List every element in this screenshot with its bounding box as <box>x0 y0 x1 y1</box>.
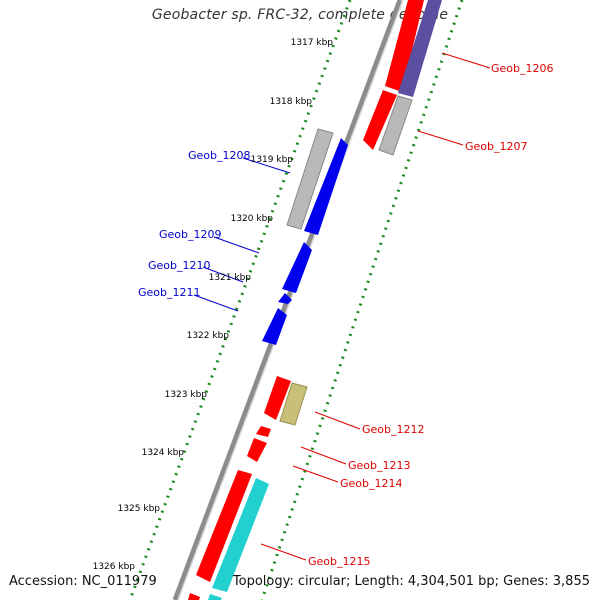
gene-label-geob-1212[interactable]: Geob_1212 <box>362 423 425 436</box>
kbp-label-1323: 1323 kbp <box>165 390 208 400</box>
gene-label-geob-1210[interactable]: Geob_1210 <box>148 259 211 272</box>
feature-olive-geob-1212[interactable] <box>279 382 308 426</box>
left-tick-track <box>128 0 352 600</box>
kbp-label-1325: 1325 kbp <box>118 504 161 514</box>
feature-gray-geob-1207[interactable] <box>378 95 413 156</box>
feature-red-geob-1212[interactable] <box>264 376 291 420</box>
feature-red-geob-1213[interactable] <box>256 426 271 437</box>
feature-blue-geob-1210[interactable] <box>278 293 292 304</box>
feature-red-bottom[interactable] <box>188 593 200 600</box>
kbp-label-1326: 1326 kbp <box>93 562 136 572</box>
gene-label-geob-1206[interactable]: Geob_1206 <box>491 62 554 75</box>
map-title: Geobacter sp. FRC-32, complete genome <box>151 7 449 23</box>
feature-blue-geob-1208[interactable] <box>304 138 348 235</box>
leader-geob-1212 <box>314 411 361 430</box>
kbp-label-1321: 1321 kbp <box>209 273 252 283</box>
kbp-label-1319: 1319 kbp <box>251 155 294 165</box>
gene-label-geob-1215[interactable]: Geob_1215 <box>308 555 371 568</box>
feature-cyan-geob-1215[interactable] <box>212 478 269 592</box>
leader-geob-1211 <box>193 294 239 312</box>
kbp-label-1318: 1318 kbp <box>270 97 313 107</box>
feature-blue-geob-1209[interactable] <box>282 242 312 293</box>
leader-geob-1209 <box>213 236 260 254</box>
feature-red-geob-1207[interactable] <box>363 90 397 150</box>
kbp-label-1320: 1320 kbp <box>231 214 274 224</box>
feature-cyan-bottom[interactable] <box>208 594 222 600</box>
gene-label-geob-1214[interactable]: Geob_1214 <box>340 477 403 490</box>
feature-red-geob-1215[interactable] <box>196 470 252 582</box>
leader-geob-1206 <box>441 52 491 69</box>
feature-red-geob-1206[interactable] <box>385 0 424 92</box>
kbp-label-1317: 1317 kbp <box>291 38 334 48</box>
feature-red-geob-1214[interactable] <box>247 438 267 462</box>
feature-purple-geob-1206[interactable] <box>398 0 442 97</box>
leader-geob-1210 <box>202 266 244 283</box>
leader-geob-1208 <box>242 157 291 174</box>
kbp-label-1324: 1324 kbp <box>142 448 185 458</box>
leader-geob-1207 <box>417 130 464 146</box>
gene-label-geob-1211[interactable]: Geob_1211 <box>138 286 201 299</box>
leader-geob-1215 <box>260 543 307 561</box>
genome-summary-label: Topology: circular; Length: 4,304,501 bp… <box>232 574 590 589</box>
right-tick-track <box>260 0 464 600</box>
gene-label-geob-1207[interactable]: Geob_1207 <box>465 140 528 153</box>
accession-label: Accession: NC_011979 <box>9 574 157 589</box>
gene-label-geob-1208[interactable]: Geob_1208 <box>188 149 251 162</box>
feature-gray-geob-1208[interactable] <box>286 128 334 230</box>
leader-geob-1214 <box>292 465 339 483</box>
gene-label-geob-1209[interactable]: Geob_1209 <box>159 228 222 241</box>
kbp-label-1322: 1322 kbp <box>187 331 230 341</box>
leader-geob-1213 <box>300 446 347 465</box>
feature-blue-geob-1211[interactable] <box>262 308 287 345</box>
gene-label-geob-1213[interactable]: Geob_1213 <box>348 459 411 472</box>
